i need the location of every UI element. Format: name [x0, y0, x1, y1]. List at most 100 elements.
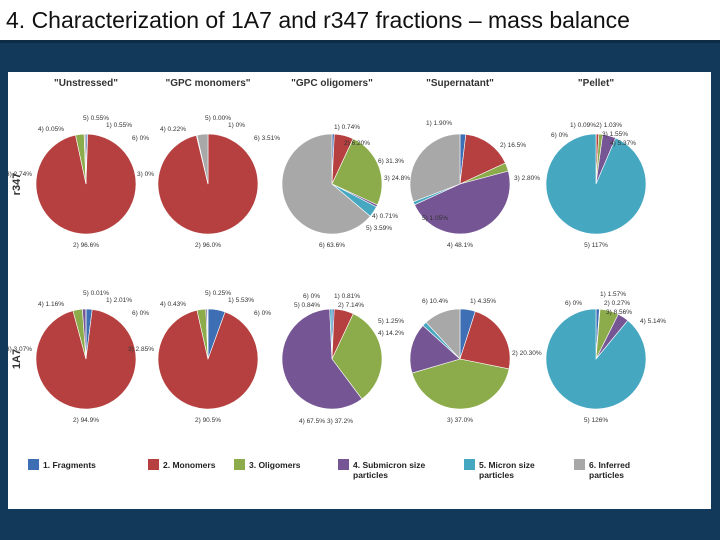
row-label-r347: r347	[11, 173, 23, 196]
pie-1a7-gpc-monomers-slice-5	[206, 308, 209, 360]
pie-1a7-pellet-label-4: 4) 5.14%	[640, 318, 666, 325]
pie-1a7-gpc-monomers-slice-2	[157, 309, 259, 410]
legend-label-3: 3. Oligomers	[249, 460, 301, 470]
pie-1a7-gpc-oligomers-label-5: 5) 0.84%	[294, 302, 320, 309]
pie-1a7-pellet-label-2: 2) 0.27%	[604, 300, 630, 307]
pie-1a7-pellet-label-5: 5) 126%	[584, 417, 608, 424]
pie-r347-supernatant-slice-4	[414, 170, 511, 235]
pie-1a7-supernatant-slice-2	[459, 311, 511, 370]
pie-r347-gpc-oligomers-label-5: 5) 3.59%	[366, 225, 392, 232]
pie-1a7-supernatant-label-4: 4) 14.2%	[378, 330, 404, 337]
legend-swatch-5	[464, 459, 475, 470]
pie-1a7-supernatant-label-3: 3) 37.0%	[447, 417, 473, 424]
pie-1a7-supernatant-label-1: 1) 4.35%	[470, 298, 496, 305]
column-header-gpc-oligomers: "GPC oligomers"	[291, 78, 373, 89]
legend-label-2: 2. Monomers	[163, 460, 216, 470]
pie-1a7-supernatant-slice-6	[425, 308, 461, 360]
legend-label-1: 1. Fragments	[43, 460, 96, 470]
pie-r347-unstressed-label-5: 5) 0.55%	[83, 115, 109, 122]
pie-1a7-supernatant-slice-4	[409, 325, 461, 374]
pie-r347-gpc-oligomers-label-1: 1) 0.74%	[334, 124, 360, 131]
column-header-gpc-monomers: "GPC monomers"	[165, 78, 250, 89]
pie-r347-pellet-label-4: 4) 5.37%	[610, 140, 636, 147]
pie-r347-unstressed-label-3: 3) 2.74%	[8, 171, 32, 178]
pie-1a7-gpc-monomers-label-2: 2) 90.5%	[195, 417, 221, 424]
row-label-1a7: 1A7	[11, 349, 23, 369]
pie-1a7-supernatant-label-2: 2) 20.30%	[512, 350, 542, 357]
column-header-supernatant: "Supernatant"	[426, 78, 494, 89]
legend-label-5-line2: particles	[479, 470, 514, 480]
legend-swatch-3	[234, 459, 245, 470]
pie-r347-pellet-label-1: 1) 0.09%	[570, 122, 596, 129]
pie-r347-supernatant-label-1: 1) 1.90%	[426, 120, 452, 127]
pie-r347-pellet-label-6: 6) 0%	[551, 132, 568, 139]
pie-r347-gpc-monomers-label-1: 1) 0%	[228, 122, 245, 129]
pie-r347-gpc-monomers-label-6: 6) 3.51%	[254, 135, 280, 142]
pie-1a7-gpc-monomers-label-4: 4) 0.43%	[160, 301, 186, 308]
pie-r347-supernatant-slice-6	[409, 133, 461, 203]
pie-1a7-gpc-monomers-label-1: 1) 5.53%	[228, 297, 254, 304]
pie-r347-unstressed-label-6: 6) 0%	[132, 135, 149, 142]
pie-1a7-gpc-oligomers-label-3: 3) 37.2%	[327, 418, 353, 425]
pie-r347-gpc-monomers-label-5: 5) 0.00%	[205, 115, 231, 122]
pie-1a7-gpc-monomers-label-3: 3) 2.85%	[128, 346, 154, 353]
pie-1a7-supernatant-slice-3	[411, 358, 510, 410]
column-header-unstressed: "Unstressed"	[54, 78, 118, 89]
pie-1a7-gpc-oligomers-label-2: 2) 7.14%	[338, 302, 364, 309]
pie-1a7-pellet-slice-5	[545, 308, 647, 410]
pie-r347-gpc-oligomers-label-4: 4) 0.71%	[372, 213, 398, 220]
legend-swatch-6	[574, 459, 585, 470]
pie-1a7-gpc-oligomers-slice-4	[281, 308, 363, 410]
pie-1a7-supernatant-label-5: 5) 1.25%	[378, 318, 404, 325]
pie-1a7-gpc-monomers-label-5: 5) 0.25%	[205, 290, 231, 297]
pie-1a7-supernatant-label-6: 6) 10.4%	[422, 298, 448, 305]
pie-1a7-unstressed-label-5: 5) 0.01%	[83, 290, 109, 297]
pie-r347-supernatant-label-2: 2) 16.5%	[500, 142, 526, 149]
title-divider	[0, 40, 720, 43]
pie-r347-pellet-label-5: 5) 117%	[584, 242, 608, 249]
pie-r347-supernatant-label-6: 6) 31.3%	[378, 158, 404, 165]
pie-1a7-gpc-oligomers-slice-3	[331, 313, 383, 400]
pie-r347-unstressed-label-1: 1) 0.55%	[106, 122, 132, 129]
pie-1a7-unstressed-label-6: 6) 0%	[132, 310, 149, 317]
pie-r347-gpc-monomers-slice-6	[196, 133, 209, 185]
legend-swatch-2	[148, 459, 159, 470]
pie-r347-gpc-oligomers-label-3: 3) 24.8%	[384, 175, 410, 182]
pie-r347-gpc-oligomers-slice-3	[331, 138, 383, 206]
pie-r347-gpc-monomers-label-2: 2) 96.0%	[195, 242, 221, 249]
pie-r347-gpc-monomers-label-4: 4) 0.22%	[160, 126, 186, 133]
legend-label-4: 4. Submicron size	[353, 460, 426, 470]
pie-chart-grid: "Unstressed" "GPC monomers" "GPC oligomers…	[8, 78, 666, 480]
pie-r347-gpc-oligomers-label-2: 2) 6.20%	[344, 140, 370, 147]
pie-1a7-unstressed-label-3: 3) 3.07%	[8, 346, 32, 353]
pie-r347-supernatant-slice-2	[459, 134, 506, 185]
column-header-pellet: "Pellet"	[578, 78, 614, 89]
legend-label-5: 5. Micron size	[479, 460, 535, 470]
pie-r347-pellet-label-3: 3) 1.55%	[602, 131, 628, 138]
pie-1a7-unstressed-label-2: 2) 94.9%	[73, 417, 99, 424]
pie-1a7-gpc-oligomers-label-6: 6) 0%	[303, 293, 320, 300]
slide-title: 4. Characterization of 1A7 and r347 frac…	[0, 0, 720, 40]
legend-label-6: 6. Inferred	[589, 460, 630, 470]
pie-1a7-unstressed-label-4: 4) 1.16%	[38, 301, 64, 308]
pie-r347-supernatant-label-5: 5) 1.05%	[422, 215, 448, 222]
pie-1a7-gpc-monomers-label-6: 6) 0%	[254, 310, 271, 317]
pie-1a7-pellet-label-6: 6) 0%	[565, 300, 582, 307]
pie-r347-pellet-label-2: 2) 1.03%	[596, 122, 622, 129]
pie-r347-pellet-slice-5	[545, 133, 647, 235]
pie-r347-supernatant-label-4: 4) 48.1%	[447, 242, 473, 249]
pie-1a7-pellet-label-1: 1) 1.57%	[600, 291, 626, 298]
pie-1a7-gpc-oligomers-label-1: 1) 0.81%	[334, 293, 360, 300]
pie-r347-gpc-oligomers-slice-6	[281, 133, 371, 235]
legend-swatch-4	[338, 459, 349, 470]
pie-1a7-gpc-oligomers-slice-5	[329, 308, 333, 360]
pie-1a7-unstressed-slice-2	[35, 309, 137, 410]
pie-r347-unstressed-slice-6	[83, 133, 87, 185]
pie-r347-unstressed-label-4: 4) 0.05%	[38, 126, 64, 133]
pie-1a7-pellet-label-3: 3) 8.56%	[606, 309, 632, 316]
legend-label-6-line2: particles	[589, 470, 624, 480]
pie-r347-unstressed-label-2: 2) 96.6%	[73, 242, 99, 249]
legend-swatch-1	[28, 459, 39, 470]
pie-r347-gpc-oligomers-label-6: 6) 63.6%	[319, 242, 345, 249]
pie-1a7-unstressed-label-1: 1) 2.01%	[106, 297, 132, 304]
